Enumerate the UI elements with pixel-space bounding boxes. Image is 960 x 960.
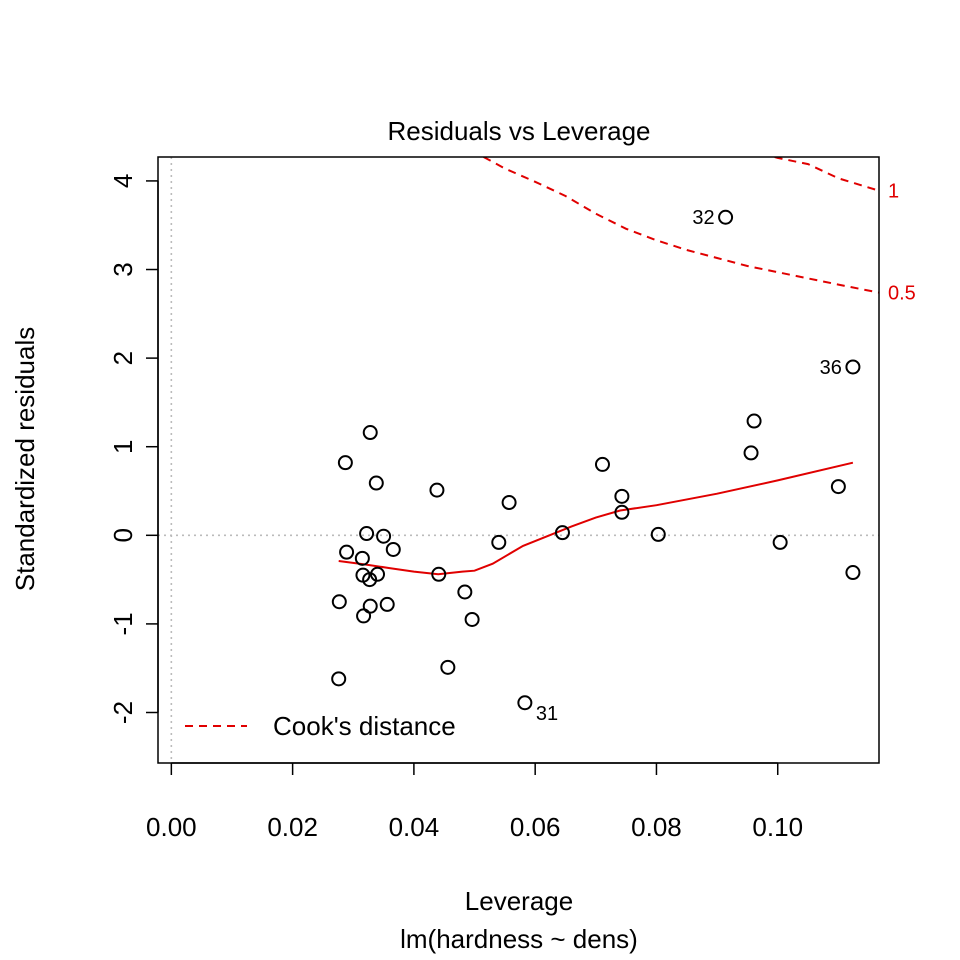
point-label: 32 [692,207,714,229]
data-point [362,598,378,614]
data-point [362,572,378,588]
data-point [429,482,445,498]
y-tick-label: -1 [108,612,138,635]
y-axis-title: Standardized residuals [10,327,40,592]
data-point [650,526,666,542]
data-point [614,488,630,504]
chart-subtitle: lm(hardness ~ dens) [400,924,638,954]
data-point [594,456,610,472]
data-point [337,455,353,471]
data-point [331,671,347,687]
data-point [368,475,384,491]
x-tick-label: 0.08 [631,812,682,842]
data-point [743,445,759,461]
data-point [431,566,447,582]
data-point [354,550,370,566]
data-point [339,544,355,560]
x-tick-label: 0.00 [146,812,197,842]
y-tick-label: -2 [108,701,138,724]
legend-label: Cook's distance [273,711,456,741]
x-tick-label: 0.06 [510,812,561,842]
data-point [370,566,386,582]
data-point [772,534,788,550]
data-point [830,479,846,495]
x-tick-label: 0.10 [752,812,803,842]
data-point [379,596,395,612]
data-point [746,413,762,429]
x-tick-label: 0.02 [267,812,318,842]
cooks-distance-contour [483,157,879,294]
data-point [718,209,734,225]
y-tick-label: 4 [108,174,138,188]
data-point [457,584,473,600]
data-point [464,611,480,627]
data-point [845,565,861,581]
data-point [845,359,861,375]
data-point [491,534,507,550]
point-label: 36 [820,357,842,379]
y-tick-label: 0 [108,528,138,542]
chart-title: Residuals vs Leverage [387,116,650,146]
data-point [614,504,630,520]
data-point [440,659,456,675]
x-axis-title: Leverage [465,886,573,916]
cooks-distance-label: 1 [888,181,899,203]
smoother-line [338,461,854,576]
y-tick-label: 3 [108,262,138,276]
data-point [554,525,570,541]
point-label: 31 [536,703,558,725]
data-point [385,541,401,557]
data-point [362,425,378,441]
data-point [331,594,347,610]
data-point [517,695,533,711]
data-point [359,526,375,542]
y-tick-label: 1 [108,439,138,453]
data-point [501,495,517,511]
data-point [376,528,392,544]
x-tick-label: 0.04 [389,812,440,842]
y-tick-label: 2 [108,351,138,365]
cooks-distance-label: 0.5 [888,283,916,305]
